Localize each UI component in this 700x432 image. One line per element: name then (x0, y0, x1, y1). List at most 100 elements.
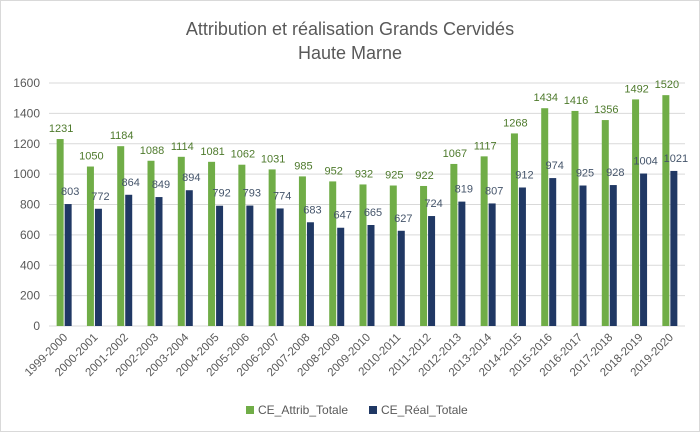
bar-attrib (389, 185, 397, 326)
bar-real (367, 225, 375, 326)
data-label-real: 864 (122, 177, 140, 189)
data-label-real: 819 (455, 184, 473, 196)
y-tick-label: 200 (20, 289, 40, 303)
bar-real (579, 185, 587, 326)
data-label-real: 627 (394, 213, 412, 225)
bar-real (185, 190, 193, 326)
data-label-attrib: 1520 (655, 79, 679, 91)
data-label-real: 1021 (664, 153, 688, 165)
data-label-real: 665 (364, 207, 382, 219)
data-label-attrib: 1067 (443, 148, 467, 160)
bar-real (216, 205, 224, 326)
y-tick-label: 1400 (13, 106, 40, 120)
bar-real (458, 201, 466, 326)
data-label-real: 793 (243, 188, 261, 200)
y-axis-ticks: 0 200 400 600 800 1000 1200 1400 1600 (13, 76, 40, 333)
data-label-real: 974 (546, 160, 564, 172)
bar-attrib (147, 160, 155, 326)
bar-real (276, 208, 284, 326)
data-label-attrib: 1062 (231, 149, 255, 161)
legend: CE_Attrib_Totale CE_Réal_Totale (246, 403, 468, 417)
y-tick-label: 600 (20, 228, 40, 242)
data-label-real: 849 (152, 179, 170, 191)
chart-title: Attribution et réalisation Grands Cervid… (186, 19, 514, 39)
data-labels: 1231 803 1050 772 1184 864 1088 849 1114 894 1081 7… (49, 79, 688, 225)
data-label-attrib: 1184 (110, 130, 134, 142)
bar-attrib (177, 156, 185, 326)
bar-real (397, 230, 405, 326)
bar-attrib (298, 176, 306, 326)
bar-attrib (238, 164, 246, 326)
data-label-attrib: 1081 (200, 146, 224, 158)
bar-real (246, 205, 254, 326)
bar-real (609, 185, 617, 326)
data-label-attrib: 1031 (261, 153, 285, 165)
bar-real (428, 216, 436, 326)
data-label-attrib: 932 (355, 168, 373, 180)
bar-real (306, 222, 314, 326)
data-label-real: 803 (61, 186, 79, 198)
bar-attrib (510, 133, 518, 326)
bar-real (640, 173, 648, 326)
data-label-attrib: 925 (385, 170, 403, 182)
legend-swatch-attrib (246, 406, 254, 414)
data-label-attrib: 1268 (503, 117, 527, 129)
bar-attrib (86, 166, 94, 326)
bar-real (155, 197, 163, 326)
data-label-real: 894 (182, 172, 200, 184)
data-label-attrib: 952 (325, 165, 343, 177)
bar-real (64, 204, 72, 326)
data-label-real: 912 (515, 169, 533, 181)
bar-attrib (571, 110, 579, 326)
data-label-attrib: 1088 (140, 145, 164, 157)
data-label-real: 792 (212, 188, 230, 200)
bar-attrib (56, 139, 64, 326)
y-tick-label: 0 (33, 319, 40, 333)
bar-attrib (662, 95, 670, 327)
bar-real (337, 227, 345, 326)
bar-attrib (601, 120, 609, 327)
bar-attrib (329, 181, 337, 326)
y-tick-label: 800 (20, 198, 40, 212)
data-label-attrib: 1434 (533, 92, 557, 104)
bar-real (670, 170, 678, 326)
bar-real (94, 208, 102, 326)
y-tick-label: 400 (20, 258, 40, 272)
data-label-attrib: 1492 (624, 83, 648, 95)
data-label-real: 807 (485, 185, 503, 197)
grid-lines (49, 82, 685, 327)
data-label-attrib: 985 (294, 160, 312, 172)
data-label-attrib: 1231 (49, 123, 73, 135)
data-label-attrib: 1117 (474, 140, 497, 152)
data-label-attrib: 922 (415, 170, 433, 182)
legend-label-attrib: CE_Attrib_Totale (258, 403, 348, 417)
bar-attrib (450, 163, 458, 326)
bar-attrib (541, 108, 549, 327)
data-label-real: 928 (606, 167, 624, 179)
data-label-real: 925 (576, 168, 594, 180)
legend-label-real: CE_Réal_Totale (381, 403, 468, 417)
bar-attrib (268, 169, 276, 326)
data-label-attrib: 1114 (171, 141, 194, 153)
data-label-attrib: 1416 (564, 95, 588, 107)
data-label-attrib: 1050 (79, 151, 103, 163)
bar-attrib (117, 146, 125, 326)
bars (56, 95, 678, 327)
bar-real (488, 203, 496, 326)
bar-attrib (420, 185, 428, 326)
data-label-real: 772 (91, 191, 109, 203)
bar-attrib (480, 156, 488, 326)
data-label-real: 774 (273, 190, 291, 202)
data-label-real: 683 (303, 204, 321, 216)
y-tick-label: 1600 (13, 76, 40, 90)
bar-real (549, 178, 557, 326)
data-label-real: 1004 (633, 156, 657, 168)
data-label-real: 724 (424, 198, 442, 210)
bar-attrib (208, 161, 216, 326)
bar-attrib (359, 184, 367, 326)
bar-attrib (632, 99, 640, 326)
bar-real (518, 187, 526, 326)
x-axis-categories: 1999-20002000-20012001-20022002-20032003… (23, 331, 676, 379)
